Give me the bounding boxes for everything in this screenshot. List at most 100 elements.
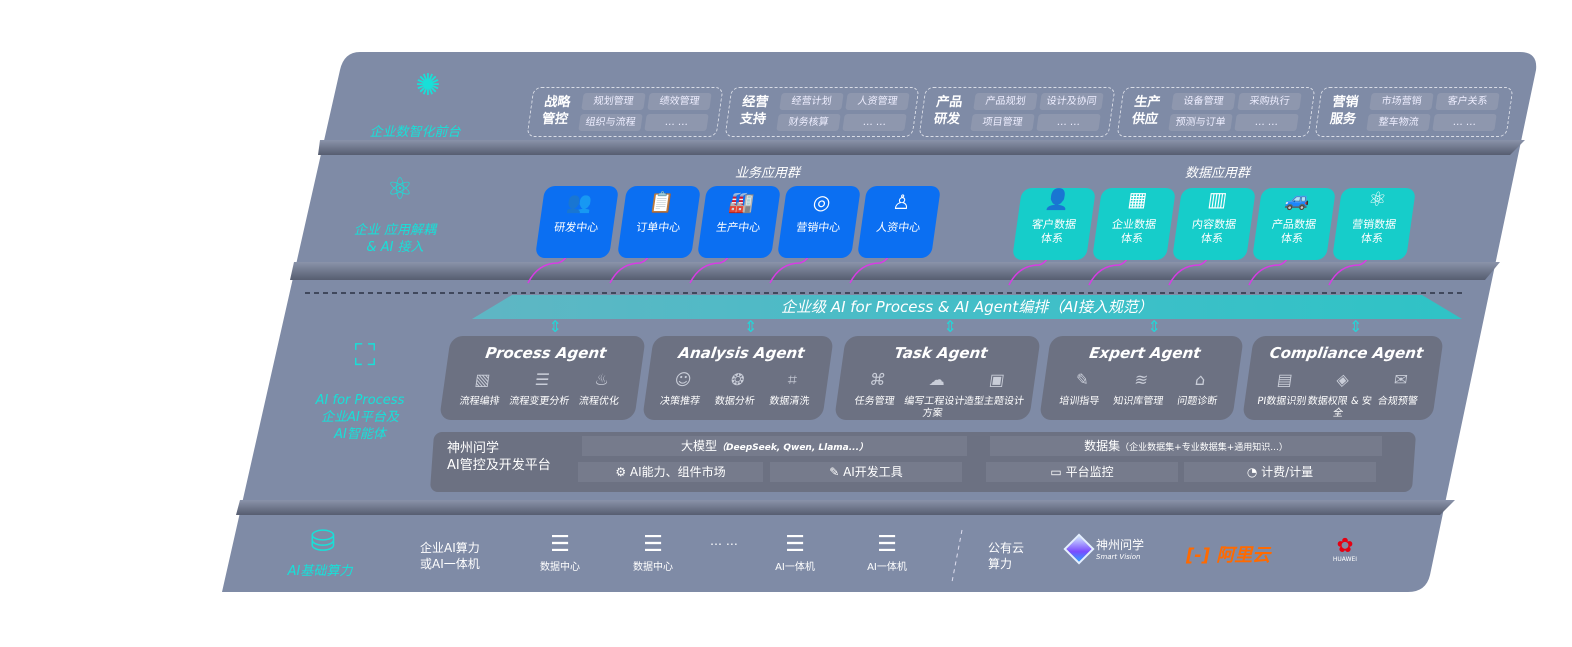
gauge-icon: ◔ <box>1246 465 1262 479</box>
tool-label: 平台监控 <box>1065 465 1114 479</box>
capability-icon: ✉ <box>1392 370 1409 389</box>
diamond-icon <box>1063 532 1095 565</box>
capability-chip[interactable]: … … <box>644 114 709 131</box>
group-title: 战略管控 <box>540 95 572 127</box>
group-title: 产品研发 <box>932 95 964 127</box>
business-app-card[interactable]: 🏭 生产中心 <box>696 186 782 258</box>
capability-chip[interactable]: 预测与订单 <box>1168 114 1233 131</box>
compute-label: AI基础算力 <box>287 564 353 579</box>
server-icon: ☰ <box>877 532 897 557</box>
capability-chip[interactable]: 组织与流程 <box>578 114 643 131</box>
business-app-card[interactable]: ◎ 营销中心 <box>776 186 862 258</box>
capability-chip[interactable]: … … <box>1234 114 1299 131</box>
capability-chip[interactable]: 采购执行 <box>1237 93 1302 110</box>
agent-card[interactable]: Task Agent ⌘ 任务管理 ☁ 编写工程设计方案 ▣ 造型主题设计 <box>834 336 1041 420</box>
tool-monitor[interactable]: ▭ 平台监控 <box>986 462 1178 482</box>
public-cloud-label: 公有云 算力 <box>988 540 1024 572</box>
data-system-card[interactable]: ▦ 企业数据 体系 <box>1091 187 1177 260</box>
card-label: 生产中心 <box>715 221 762 234</box>
server-label: AI一体机 <box>867 562 907 573</box>
data-system-card[interactable]: ▥ 内容数据 体系 <box>1171 187 1257 260</box>
aliyun-logo: [-] 阿里云 <box>1186 541 1270 567</box>
capability-chip[interactable]: 财务核算 <box>776 114 841 131</box>
server-item: ☰ 数据中心 <box>535 532 585 573</box>
capability-icon: ≋ <box>1133 370 1150 389</box>
capability-chip[interactable]: 客户关系 <box>1435 93 1500 110</box>
car-icon: 🚙 <box>1283 187 1312 211</box>
data-system-card[interactable]: 👤 客户数据 体系 <box>1011 187 1097 260</box>
server-item: ☰ AI一体机 <box>862 532 912 573</box>
tool-billing[interactable]: ◔ 计费/计量 <box>1184 462 1376 482</box>
platform-title-line2: AI管控及开发平台 <box>447 458 551 473</box>
platform-title-line1: 神州问学 <box>447 441 500 456</box>
card-label: 营销中心 <box>795 221 842 234</box>
molecule-icon: ⚛ <box>386 172 414 207</box>
tool-ai-dev[interactable]: ✎ AI开发工具 <box>770 462 962 482</box>
capability-chip[interactable]: 设备管理 <box>1171 93 1236 110</box>
business-app-card[interactable]: 📋 订单中心 <box>616 186 702 258</box>
card-label-line2: 体系 <box>1040 232 1064 245</box>
agent-card[interactable]: Expert Agent ✎ 培训指导 ≋ 知识库管理 ⌂ 问题诊断 <box>1039 336 1244 420</box>
capability-chip[interactable]: 市场营销 <box>1369 93 1434 110</box>
smartvision-cn: 神州问学 <box>1096 538 1145 552</box>
card-label: 人资中心 <box>875 221 922 234</box>
public-line1: 公有云 <box>988 541 1025 555</box>
platform-title: 神州问学 AI管控及开发平台 <box>447 440 551 474</box>
business-app-card[interactable]: 👥 研发中心 <box>534 186 620 258</box>
aliyun-bracket-icon: [-] <box>1186 545 1217 566</box>
data-apps-title: 数据应用群 <box>1185 166 1251 181</box>
huawei-flower-icon: ✿ <box>1336 533 1354 557</box>
card-label-line1: 内容数据 <box>1191 218 1237 231</box>
agent-card[interactable]: Compliance Agent ▤ PI数据识别 ◈ 数据权限 & 安全 ✉ 合规预警 <box>1242 336 1444 420</box>
bidirectional-arrow-icon: ⇕ <box>548 317 562 336</box>
business-app-card[interactable]: ♙ 人资中心 <box>856 186 942 258</box>
capability-chip[interactable]: 绩效管理 <box>647 93 712 110</box>
server-label: 数据中心 <box>633 562 673 573</box>
capability-group: 营销服务 市场营销 客户关系 整车物流… … <box>1314 87 1514 137</box>
capability-label: 合规预警 <box>1376 396 1419 407</box>
capability-chip[interactable]: 经营计划 <box>779 93 844 110</box>
tool-label: AI能力、组件市场 <box>629 465 726 479</box>
server-label: 数据中心 <box>540 562 580 573</box>
target-icon: ◎ <box>811 190 833 214</box>
bidirectional-arrow-icon: ⇕ <box>1349 317 1363 336</box>
apps-label: 企业 应用解耦 & AI 接入 <box>340 222 450 256</box>
capability-chip[interactable]: 人资管理 <box>845 93 910 110</box>
capability-chip[interactable]: … … <box>1432 114 1497 131</box>
model-cell: 大模型（DeepSeek, Qwen, Llama...） <box>582 436 967 456</box>
brain-icon: ✺ <box>415 68 441 103</box>
capability-icon: ♨ <box>593 370 611 389</box>
capability-chip[interactable]: 产品规划 <box>973 93 1038 110</box>
data-system-card[interactable]: ⚛ 营销数据 体系 <box>1331 187 1417 260</box>
books-icon: ▥ <box>1206 187 1229 211</box>
capability-icon: ✎ <box>1074 370 1091 389</box>
capability-icon: ⌂ <box>1193 370 1207 389</box>
agent-name: Expert Agent <box>1088 344 1202 362</box>
ai-label-line1: AI for Process <box>315 393 405 408</box>
capability-icon: ◈ <box>1335 370 1351 389</box>
capability-chip[interactable]: 规划管理 <box>581 93 646 110</box>
card-label-line2: 体系 <box>1200 232 1224 245</box>
ai-label-line2: 企业AI平台及 <box>321 410 399 425</box>
card-label-line1: 企业数据 <box>1111 218 1157 231</box>
capability-chip[interactable]: … … <box>842 114 907 131</box>
agent-card[interactable]: Process Agent ▧ 流程编排 ☰ 流程变更分析 ♨ 流程优化 <box>439 336 646 420</box>
agent-card[interactable]: Analysis Agent ☺ 决策推荐 ❂ 数据分析 ⌗ 数据清洗 <box>642 336 834 420</box>
capability-chip[interactable]: 设计及协同 <box>1039 93 1104 110</box>
user-icon: 👤 <box>1043 187 1072 211</box>
market-icon: ⚙ <box>615 465 630 479</box>
capability-label: 流程优化 <box>578 396 620 407</box>
bidirectional-arrow-icon: ⇕ <box>744 317 758 336</box>
clipboard-icon: 📋 <box>647 190 676 214</box>
capability-chip[interactable]: 整车物流 <box>1366 114 1431 131</box>
capability-chip[interactable]: 项目管理 <box>970 114 1035 131</box>
atom-icon: ⚛ <box>1366 187 1389 211</box>
capability-group: 经营支持 经营计划 人资管理 财务核算… … <box>724 87 920 137</box>
huawei-text: HUAWEI <box>1332 556 1358 563</box>
capability-icon: ❂ <box>729 370 746 389</box>
tool-label: 计费/计量 <box>1261 465 1314 479</box>
tool-ai-market[interactable]: ⚙ AI能力、组件市场 <box>578 462 763 482</box>
data-system-card[interactable]: 🚙 产品数据 体系 <box>1251 187 1337 260</box>
group-title: 经营支持 <box>738 95 770 127</box>
capability-chip[interactable]: … … <box>1036 114 1101 131</box>
